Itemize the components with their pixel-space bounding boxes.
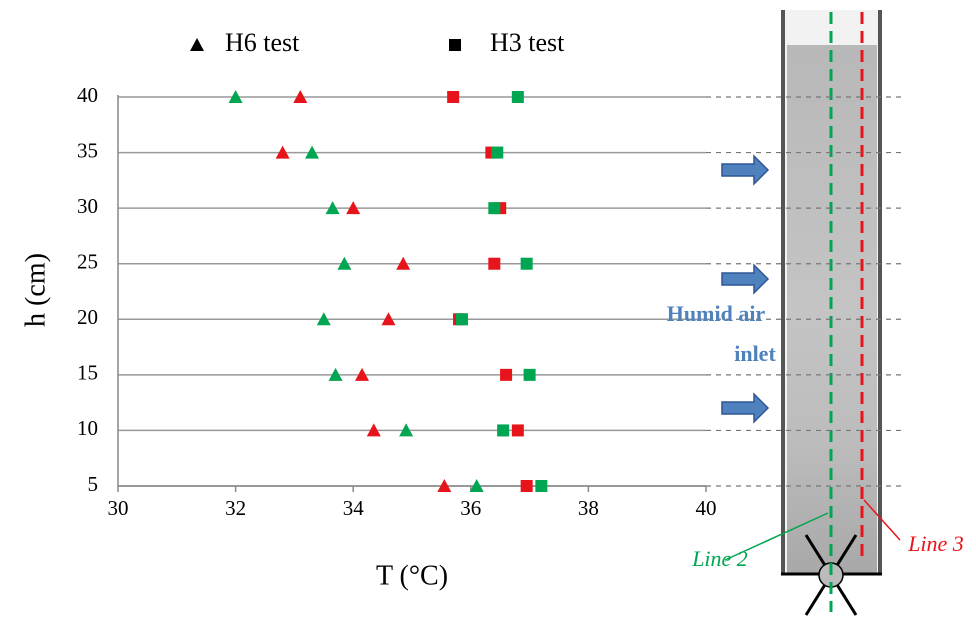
legend-label: H6 test bbox=[225, 28, 300, 57]
data-point bbox=[275, 145, 290, 159]
column-photo bbox=[721, 10, 901, 616]
x-tick-label: 40 bbox=[696, 496, 717, 520]
y-tick-label: 30 bbox=[77, 194, 98, 218]
annotation: Line 3 bbox=[907, 531, 964, 556]
data-point bbox=[325, 201, 340, 215]
data-point bbox=[316, 312, 331, 326]
data-point bbox=[488, 202, 501, 215]
legend-label: H3 test bbox=[490, 28, 565, 57]
data-point bbox=[337, 256, 352, 270]
data-point bbox=[381, 312, 396, 326]
data-point bbox=[366, 423, 381, 437]
data-point bbox=[535, 480, 548, 492]
data-point bbox=[447, 91, 460, 103]
y-tick-label: 25 bbox=[77, 250, 98, 274]
y-tick-label: 20 bbox=[77, 305, 98, 329]
data-point bbox=[523, 368, 536, 381]
data-point bbox=[399, 423, 414, 437]
data-point bbox=[488, 257, 501, 270]
data-point bbox=[511, 91, 524, 103]
legend-marker bbox=[190, 38, 204, 51]
y-tick-label: 5 bbox=[88, 472, 99, 496]
data-point bbox=[437, 479, 452, 492]
legend-marker bbox=[449, 39, 461, 51]
annotation: inlet bbox=[734, 341, 776, 366]
data-point bbox=[497, 424, 510, 437]
annotation: Humid air bbox=[667, 301, 766, 326]
data-point bbox=[396, 256, 411, 270]
data-point bbox=[511, 424, 524, 437]
y-tick-label: 35 bbox=[77, 138, 98, 162]
data-point bbox=[491, 146, 504, 159]
y-tick-label: 40 bbox=[77, 83, 98, 107]
x-tick-label: 34 bbox=[343, 496, 365, 520]
x-tick-label: 30 bbox=[108, 496, 129, 520]
data-point bbox=[228, 90, 243, 103]
data-point bbox=[455, 313, 468, 326]
x-tick-label: 32 bbox=[225, 496, 246, 520]
data-point bbox=[500, 368, 513, 381]
data-point bbox=[346, 201, 361, 215]
annotation: Line 2 bbox=[691, 546, 748, 571]
x-axis-label: T (°C) bbox=[376, 560, 448, 591]
data-point bbox=[469, 479, 484, 492]
data-point bbox=[328, 367, 343, 381]
data-point bbox=[305, 145, 320, 159]
y-tick-label: 15 bbox=[77, 361, 98, 385]
x-tick-label: 38 bbox=[578, 496, 599, 520]
data-point bbox=[520, 257, 533, 270]
data-point bbox=[293, 90, 308, 103]
y-axis-label: h (cm) bbox=[20, 253, 51, 327]
data-point bbox=[355, 367, 370, 381]
x-tick-label: 36 bbox=[460, 496, 481, 520]
y-tick-label: 10 bbox=[77, 416, 98, 440]
data-point bbox=[520, 480, 533, 492]
